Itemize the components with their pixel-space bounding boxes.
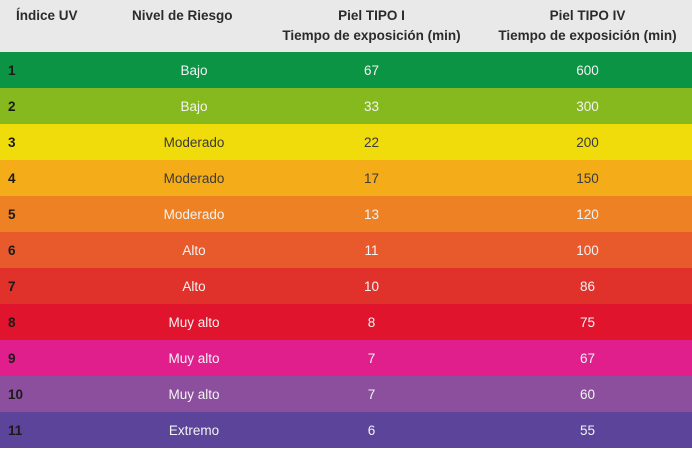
header-skin-type-4-title: Piel TIPO IV <box>549 8 626 23</box>
uv-index-cell: 9 <box>8 350 16 366</box>
skin-type-1-time-cell: 6 <box>367 422 376 438</box>
risk-level-cell: Alto <box>182 242 206 258</box>
skin-type-4-time-cell: 75 <box>579 314 596 330</box>
header-uv-index-label: Índice UV <box>16 8 78 23</box>
skin-type-4-time-cell: 67 <box>579 350 596 366</box>
table-row: 5 Moderado 13 120 <box>0 196 692 232</box>
uv-index-cell: 8 <box>8 314 16 330</box>
risk-level-cell: Muy alto <box>168 314 220 330</box>
table-row: 10 Muy alto 7 60 <box>0 376 692 412</box>
table-row: 6 Alto 11 100 <box>0 232 692 268</box>
skin-type-4-time-cell: 120 <box>576 206 599 222</box>
table-row: 1 Bajo 67 600 <box>0 52 692 88</box>
table-row: 7 Alto 10 86 <box>0 268 692 304</box>
uv-index-cell: 11 <box>8 422 23 438</box>
table-row: 9 Muy alto 7 67 <box>0 340 692 376</box>
skin-type-4-time-cell: 60 <box>579 386 596 402</box>
skin-type-1-time-cell: 17 <box>363 170 380 186</box>
table-body: 1 Bajo 67 600 2 Bajo 33 300 3 Moderado 22 200 4 Moder… <box>0 52 692 448</box>
risk-level-cell: Moderado <box>163 170 225 186</box>
skin-type-4-time-cell: 200 <box>576 134 599 150</box>
table-header: Índice UV Nivel de Riesgo Piel TIPO I Ti… <box>0 0 692 52</box>
uv-index-cell: 1 <box>8 62 16 78</box>
skin-type-4-time-cell: 300 <box>576 98 599 114</box>
header-row: Índice UV Nivel de Riesgo Piel TIPO I Ti… <box>0 0 692 52</box>
header-risk-level-label: Nivel de Riesgo <box>132 8 233 23</box>
skin-type-1-time-cell: 67 <box>363 62 380 78</box>
table-row: 2 Bajo 33 300 <box>0 88 692 124</box>
risk-level-cell: Bajo <box>180 98 208 114</box>
risk-level-cell: Extremo <box>168 422 220 438</box>
skin-type-4-time-cell: 150 <box>576 170 599 186</box>
uv-index-cell: 5 <box>8 206 16 222</box>
uv-index-cell: 3 <box>8 134 16 150</box>
skin-type-4-time-cell: 86 <box>579 278 596 294</box>
skin-type-1-time-cell: 7 <box>367 386 376 402</box>
header-skin-type-4: Piel TIPO IV Tiempo de exposición (min) <box>483 0 692 52</box>
header-risk-level: Nivel de Riesgo <box>128 0 260 52</box>
header-skin-type-1-subtitle: Tiempo de exposición (min) <box>282 28 461 43</box>
risk-level-cell: Muy alto <box>168 350 220 366</box>
skin-type-1-time-cell: 22 <box>363 134 380 150</box>
uv-index-cell: 2 <box>8 98 16 114</box>
risk-level-cell: Muy alto <box>168 386 220 402</box>
risk-level-cell: Moderado <box>163 206 225 222</box>
uv-index-cell: 4 <box>8 170 16 186</box>
skin-type-1-time-cell: 11 <box>364 242 379 258</box>
risk-level-cell: Alto <box>182 278 206 294</box>
uv-index-cell: 7 <box>8 278 16 294</box>
skin-type-1-time-cell: 10 <box>363 278 380 294</box>
uv-index-cell: 10 <box>8 386 24 402</box>
skin-type-1-time-cell: 8 <box>367 314 376 330</box>
table-row: 3 Moderado 22 200 <box>0 124 692 160</box>
table-row: 11 Extremo 6 55 <box>0 412 692 448</box>
table-row: 4 Moderado 17 150 <box>0 160 692 196</box>
risk-level-cell: Moderado <box>163 134 225 150</box>
table-row: 8 Muy alto 8 75 <box>0 304 692 340</box>
skin-type-1-time-cell: 33 <box>363 98 380 114</box>
skin-type-1-time-cell: 13 <box>363 206 380 222</box>
skin-type-4-time-cell: 100 <box>576 242 599 258</box>
header-skin-type-1-title: Piel TIPO I <box>338 8 405 23</box>
uv-index-cell: 6 <box>8 242 16 258</box>
risk-level-cell: Bajo <box>180 62 208 78</box>
header-uv-index: Índice UV <box>0 0 128 52</box>
header-skin-type-1: Piel TIPO I Tiempo de exposición (min) <box>260 0 483 52</box>
skin-type-4-time-cell: 600 <box>576 62 599 78</box>
header-skin-type-4-subtitle: Tiempo de exposición (min) <box>498 28 677 43</box>
skin-type-4-time-cell: 55 <box>579 422 596 438</box>
skin-type-1-time-cell: 7 <box>367 350 376 366</box>
